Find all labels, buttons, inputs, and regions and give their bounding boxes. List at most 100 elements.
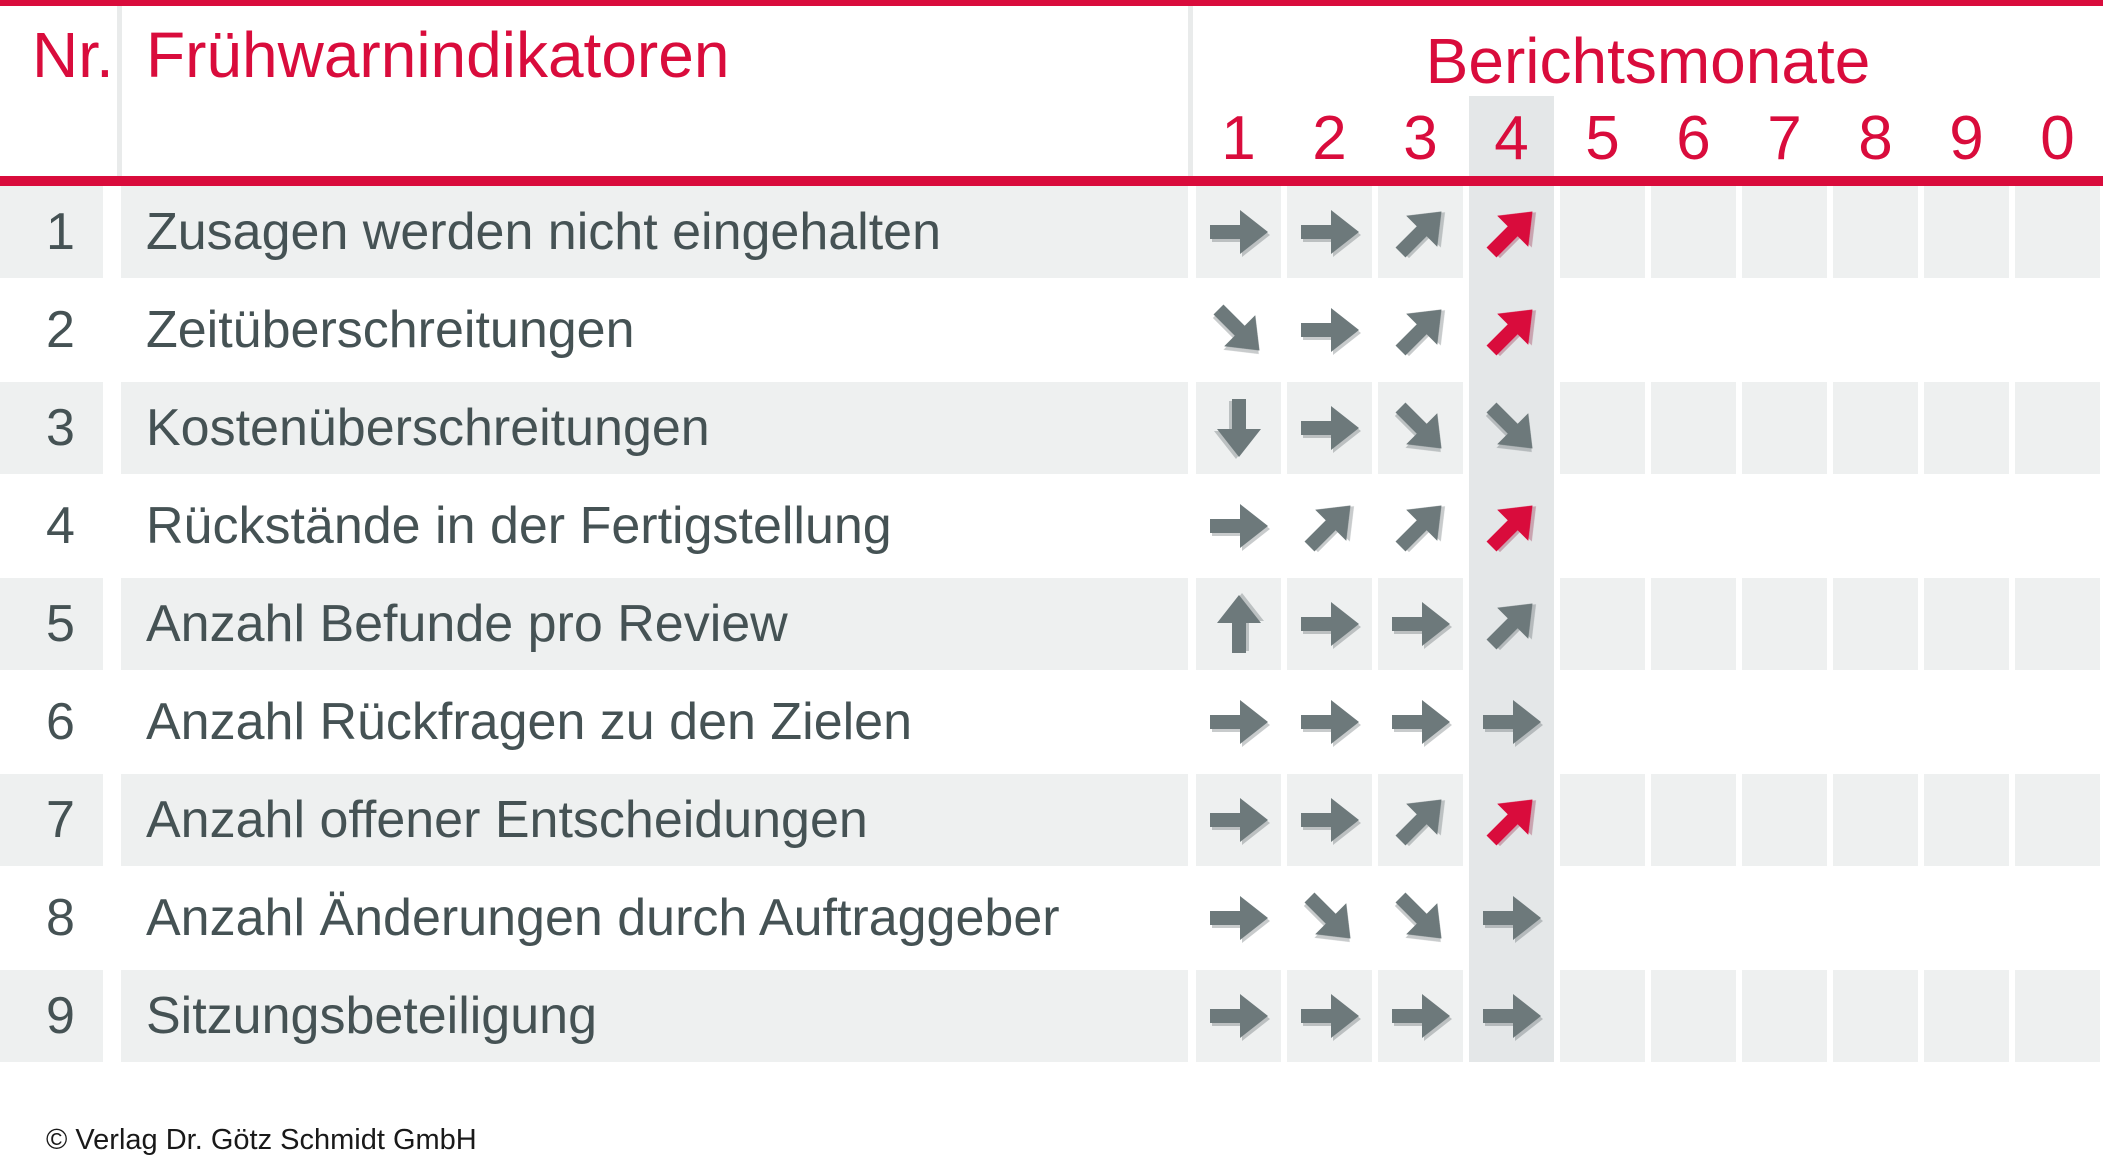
- trend-cell-month-8: [1833, 676, 1918, 768]
- trend-cell-month-3: [1378, 578, 1463, 670]
- month-header-9: 9: [1949, 104, 1984, 173]
- arrow-up-right-icon: [1384, 784, 1456, 856]
- trend-cell-month-3: [1378, 382, 1463, 474]
- indicator-label: Rückstände in der Fertigstellung: [146, 497, 892, 555]
- table-row: 4 Rückstände in der Fertigstellung: [0, 480, 2103, 572]
- trend-cell-month-1: [1196, 578, 1281, 670]
- trend-cell-month-1: [1196, 970, 1281, 1062]
- indicator-label: Anzahl Befunde pro Review: [121, 578, 1188, 670]
- arrow-down-right-icon: [1293, 882, 1365, 954]
- trend-cell-month-6: [1651, 382, 1736, 474]
- trend-cell-month-2: [1287, 970, 1372, 1062]
- trend-cell-month-8: [1833, 382, 1918, 474]
- table-row: 2 Zeitüberschreitungen: [0, 284, 2103, 376]
- trend-cell-month-2: [1287, 480, 1372, 572]
- arrow-up-icon: [1216, 595, 1261, 653]
- trend-cell-month-3: [1378, 186, 1463, 278]
- trend-cell-month-5: [1560, 578, 1645, 670]
- row-number: 1: [0, 186, 103, 278]
- trend-cell-month-8: [1833, 284, 1918, 376]
- trend-cell-month-6: [1651, 872, 1736, 964]
- arrow-up-right-icon: [1384, 196, 1456, 268]
- row-number: 5: [0, 578, 103, 670]
- row-number: 2: [46, 301, 75, 359]
- table-row: 5 Anzahl Befunde pro Review: [0, 578, 2103, 670]
- arrow-up-right-icon: [1475, 784, 1547, 856]
- trend-cell-month-7: [1742, 186, 1827, 278]
- trend-cell-month-0: [2015, 872, 2100, 964]
- arrow-right-icon: [1209, 210, 1268, 254]
- arrow-right-icon: [1391, 700, 1450, 744]
- trend-cell-month-3: [1378, 676, 1463, 768]
- trend-cell-month-4: [1469, 774, 1554, 866]
- month-header-2: 2: [1312, 104, 1347, 173]
- trend-cell-month-6: [1651, 480, 1736, 572]
- month-header-8: 8: [1858, 104, 1893, 173]
- arrow-right-icon: [1209, 700, 1268, 744]
- trend-cell-month-1: [1196, 382, 1281, 474]
- trend-cell-month-2: [1287, 774, 1372, 866]
- trend-cell-month-7: [1742, 480, 1827, 572]
- trend-cell-month-0: [2015, 284, 2100, 376]
- arrow-right-icon: [1391, 602, 1450, 646]
- table-row: 7 Anzahl offener Entscheidungen: [0, 774, 2103, 866]
- trend-cell-month-7: [1742, 382, 1827, 474]
- trend-cell-month-4: [1469, 284, 1554, 376]
- indicator-label: Anzahl Rückfragen zu den Zielen: [146, 693, 913, 751]
- arrow-down-icon: [1216, 399, 1261, 457]
- arrow-down-right-icon: [1384, 882, 1456, 954]
- arrow-right-icon: [1391, 994, 1450, 1038]
- table-row: 1 Zusagen werden nicht eingehalten: [0, 186, 2103, 278]
- trend-cell-month-4: [1469, 676, 1554, 768]
- trend-cell-month-4: [1469, 872, 1554, 964]
- trend-cell-month-9: [1924, 480, 2009, 572]
- trend-cell-month-3: [1378, 284, 1463, 376]
- trend-cell-month-7: [1742, 970, 1827, 1062]
- trend-cell-month-9: [1924, 284, 2009, 376]
- indicator-label: Anzahl offener Entscheidungen: [121, 774, 1188, 866]
- table-row: 6 Anzahl Rückfragen zu den Zielen: [0, 676, 2103, 768]
- trend-cell-month-2: [1287, 186, 1372, 278]
- trend-cell-month-1: [1196, 774, 1281, 866]
- top-accent-line: [0, 0, 2103, 6]
- trend-cell-month-8: [1833, 872, 1918, 964]
- trend-cell-month-3: [1378, 480, 1463, 572]
- trend-cell-month-5: [1560, 970, 1645, 1062]
- trend-cell-month-7: [1742, 872, 1827, 964]
- trend-cell-month-9: [1924, 774, 2009, 866]
- row-number: 8: [46, 889, 75, 947]
- arrow-right-icon: [1482, 994, 1541, 1038]
- header-separator-line: [0, 176, 2103, 186]
- trend-cell-month-5: [1560, 676, 1645, 768]
- indicator-label: Zeitüberschreitungen: [146, 301, 635, 359]
- month-header-7: 7: [1767, 104, 1802, 173]
- trend-cell-month-9: [1924, 186, 2009, 278]
- trend-cell-month-0: [2015, 676, 2100, 768]
- indicator-rows: 1 Zusagen werden nicht eingehalten 2 Zeitüb…: [0, 186, 2103, 1062]
- arrow-down-right-icon: [1202, 294, 1274, 366]
- indicator-label: Anzahl Änderungen durch Auftraggeber: [146, 889, 1060, 947]
- trend-cell-month-4: [1469, 186, 1554, 278]
- row-number: 6: [46, 693, 75, 751]
- trend-cell-month-0: [2015, 382, 2100, 474]
- trend-cell-month-6: [1651, 578, 1736, 670]
- trend-cell-month-6: [1651, 186, 1736, 278]
- month-header-1: 1: [1221, 104, 1256, 173]
- trend-cell-month-6: [1651, 284, 1736, 376]
- arrow-right-icon: [1300, 406, 1359, 450]
- trend-cell-month-9: [1924, 872, 2009, 964]
- trend-cell-month-5: [1560, 872, 1645, 964]
- trend-cell-month-2: [1287, 872, 1372, 964]
- arrow-right-icon: [1300, 994, 1359, 1038]
- indicator-label: Kostenüberschreitungen: [121, 382, 1188, 474]
- months-group-header: Berichtsmonate: [1425, 25, 1871, 97]
- trend-cell-month-2: [1287, 676, 1372, 768]
- trend-cell-month-9: [1924, 382, 2009, 474]
- arrow-up-right-icon: [1475, 588, 1547, 660]
- row-number: 3: [0, 382, 103, 474]
- arrow-up-right-icon: [1384, 294, 1456, 366]
- row-number: 9: [0, 970, 103, 1062]
- arrow-right-icon: [1300, 798, 1359, 842]
- header-column-divider: [117, 6, 122, 176]
- trend-cell-month-9: [1924, 676, 2009, 768]
